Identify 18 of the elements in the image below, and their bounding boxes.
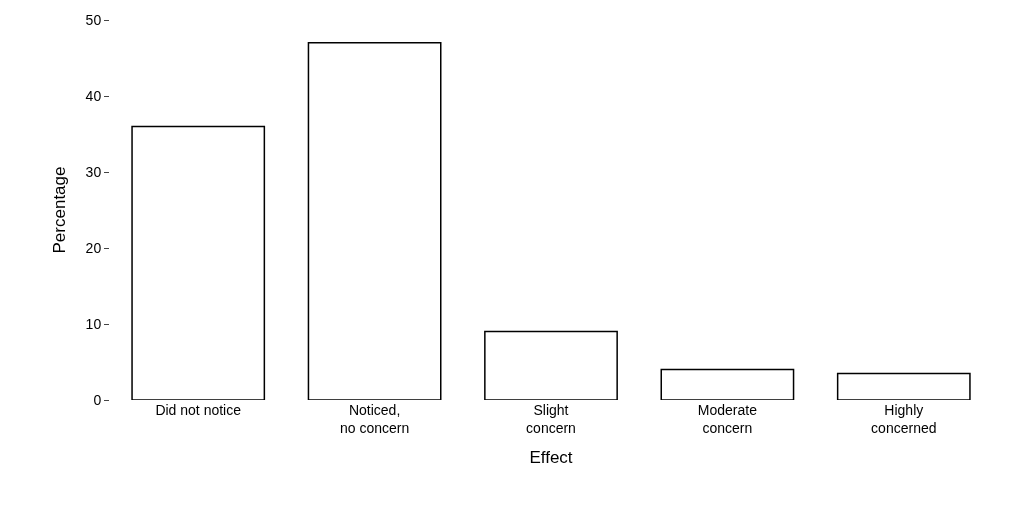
bar: [307, 42, 442, 400]
bar: [484, 330, 618, 400]
bar: [836, 372, 971, 400]
y-tick-label: 10: [85, 315, 102, 332]
y-tick-label: 40: [85, 87, 102, 104]
y-tick-label: 30: [85, 163, 102, 180]
y-tick-label: 0: [93, 391, 102, 408]
x-tick-label: Noticed, no concern: [339, 402, 410, 437]
x-tick-label: Slight concern: [526, 402, 576, 437]
x-tick-label: Did not notice: [155, 402, 242, 418]
x-axis-title: Effect: [529, 447, 573, 467]
bar: [660, 368, 795, 400]
y-tick-label: 50: [85, 11, 102, 28]
x-tick-label: Moderate concern: [697, 402, 758, 437]
y-tick-label: 20: [85, 239, 102, 256]
y-axis-title: Percentage: [50, 166, 70, 254]
x-tick-label: Highly concerned: [871, 402, 937, 437]
bar: [131, 125, 266, 400]
